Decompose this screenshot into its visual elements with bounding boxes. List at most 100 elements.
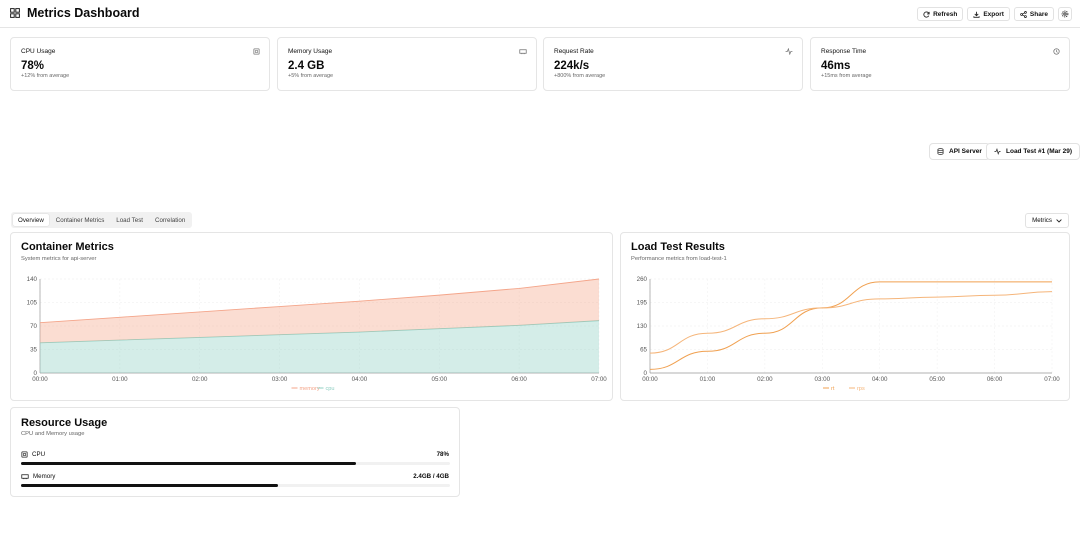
share-label: Share	[1029, 10, 1048, 18]
refresh-label: Refresh	[933, 10, 958, 18]
stat-label: Memory Usage	[288, 48, 333, 55]
memory-icon	[519, 48, 527, 55]
cpu-usage-row: CPU 78%	[21, 448, 449, 460]
area-memory	[40, 279, 599, 343]
x-tick-label: 04:00	[872, 376, 888, 383]
gear-icon	[1061, 10, 1069, 18]
legend-label-cpu: cpu	[326, 386, 335, 392]
download-icon	[973, 11, 980, 18]
database-icon	[937, 148, 944, 155]
y-tick-label: 0	[644, 370, 648, 377]
memory-usage-value: 2.4GB / 4GB	[413, 472, 449, 480]
chart-title: Container Metrics	[21, 241, 114, 253]
memory-usage-row: Memory 2.4GB / 4GB	[21, 470, 449, 482]
header-actions: Refresh Export Share	[917, 7, 1072, 21]
x-tick-label: 06:00	[987, 376, 1003, 383]
y-tick-label: 140	[27, 276, 38, 283]
stat-card-cpu: CPU Usage 78% +12% from average	[10, 37, 270, 91]
stat-card-response-time: Response Time 46ms +15ms from average	[810, 37, 1070, 91]
y-tick-label: 65	[640, 347, 647, 354]
load-test-card: Load Test Results Performance metrics fr…	[620, 232, 1070, 401]
stat-subtext: +15ms from average	[821, 73, 872, 79]
view-tabs: Overview Container Metrics Load Test Cor…	[11, 212, 193, 228]
memory-progress-bar	[21, 484, 450, 487]
y-tick-label: 35	[30, 347, 37, 354]
stat-label: Request Rate	[554, 48, 594, 55]
x-tick-label: 03:00	[272, 376, 288, 383]
stat-card-request-rate: Request Rate 224k/s +800% from average	[543, 37, 803, 91]
legend-label-memory: memory	[300, 386, 320, 392]
x-tick-label: 02:00	[192, 376, 208, 383]
series-line-cpu	[39, 320, 600, 344]
memory-progress-fill	[21, 484, 279, 487]
legend-label-rps: rps	[857, 386, 865, 392]
chart-title: Load Test Results	[631, 241, 725, 253]
cpu-usage-label: CPU	[32, 450, 46, 458]
metrics-dropdown-label: Metrics	[1032, 217, 1052, 224]
stat-subtext: +800% from average	[554, 73, 606, 79]
refresh-icon	[923, 11, 930, 18]
export-label: Export	[983, 10, 1004, 18]
y-tick-label: 260	[637, 276, 648, 283]
container-metrics-chart: 0 35 70 105 140 00:00 01:00 02:00 03:00 04:00 05:0…	[27, 276, 608, 392]
server-select-label: API Server	[949, 148, 982, 155]
tab-load-test[interactable]: Load Test	[116, 216, 144, 224]
stat-label: CPU Usage	[21, 48, 56, 55]
stat-label: Response Time	[821, 48, 867, 55]
stat-card-memory: Memory Usage 2.4 GB +5% from average	[277, 37, 537, 91]
x-tick-label: 07:00	[1044, 376, 1060, 383]
x-tick-label: 01:00	[700, 376, 716, 383]
chart-subtitle: Performance metrics from load-test-1	[631, 256, 727, 262]
activity-icon	[994, 148, 1001, 155]
x-tick-label: 04:00	[352, 376, 368, 383]
y-tick-label: 195	[637, 300, 648, 307]
activity-icon	[785, 48, 793, 55]
cpu-icon	[253, 48, 260, 55]
settings-button[interactable]	[1058, 7, 1072, 21]
resource-subtitle: CPU and Memory usage	[21, 431, 85, 437]
stat-value: 46ms	[821, 60, 851, 72]
chart-subtitle: System metrics for api-server	[21, 256, 97, 262]
series-line-memory	[39, 278, 600, 324]
export-button[interactable]: Export	[967, 7, 1010, 21]
y-tick-label: 0	[34, 370, 38, 377]
legend-label-rt: rt	[831, 386, 835, 392]
resource-title: Resource Usage	[21, 417, 108, 429]
share-button[interactable]: Share	[1013, 7, 1054, 21]
load-test-select-button[interactable]: Load Test #1 (Mar 29)	[986, 143, 1080, 160]
x-tick-label: 02:00	[757, 376, 773, 383]
load-test-select-label: Load Test #1 (Mar 29)	[1006, 148, 1072, 155]
metrics-dropdown[interactable]: Metrics	[1025, 213, 1069, 228]
tab-container-metrics[interactable]: Container Metrics	[55, 216, 105, 224]
server-select-button[interactable]: API Server	[929, 143, 990, 160]
cpu-usage-value: 78%	[436, 450, 449, 458]
tab-correlation[interactable]: Correlation	[155, 216, 186, 224]
page-title: Metrics Dashboard	[27, 6, 140, 20]
load-test-chart: 0 65 130 195 260 00:00 01:00 02:00 03:00 04:00 05:…	[637, 276, 1061, 392]
top-bar: Metrics Dashboard Refresh Export Share	[0, 0, 1080, 28]
stat-subtext: +5% from average	[288, 73, 334, 79]
brand: Metrics Dashboard	[10, 6, 140, 20]
stat-value: 78%	[21, 60, 45, 72]
y-tick-label: 70	[30, 323, 37, 330]
cpu-usage-name: CPU	[21, 451, 45, 458]
clock-icon	[1053, 48, 1060, 55]
refresh-button[interactable]: Refresh	[917, 7, 964, 21]
series-line-rps	[649, 291, 1053, 354]
x-tick-label: 00:00	[32, 376, 48, 383]
cpu-icon	[21, 450, 28, 458]
chevron-down-icon	[1056, 218, 1062, 223]
memory-usage-name: Memory	[21, 473, 55, 480]
cpu-progress-bar	[21, 462, 450, 465]
x-tick-label: 00:00	[642, 376, 658, 383]
stat-subtext: +12% from average	[21, 73, 70, 79]
tab-overview[interactable]: Overview	[13, 214, 49, 226]
y-tick-label: 105	[27, 300, 38, 307]
x-tick-label: 05:00	[929, 376, 945, 383]
memory-icon	[21, 473, 29, 480]
resource-usage-card: Resource Usage CPU and Memory usage CPU …	[10, 407, 460, 497]
container-metrics-card: Container Metrics System metrics for api…	[10, 232, 613, 401]
dashboard-icon	[10, 8, 20, 18]
share-icon	[1020, 10, 1027, 18]
x-tick-label: 07:00	[591, 376, 607, 383]
